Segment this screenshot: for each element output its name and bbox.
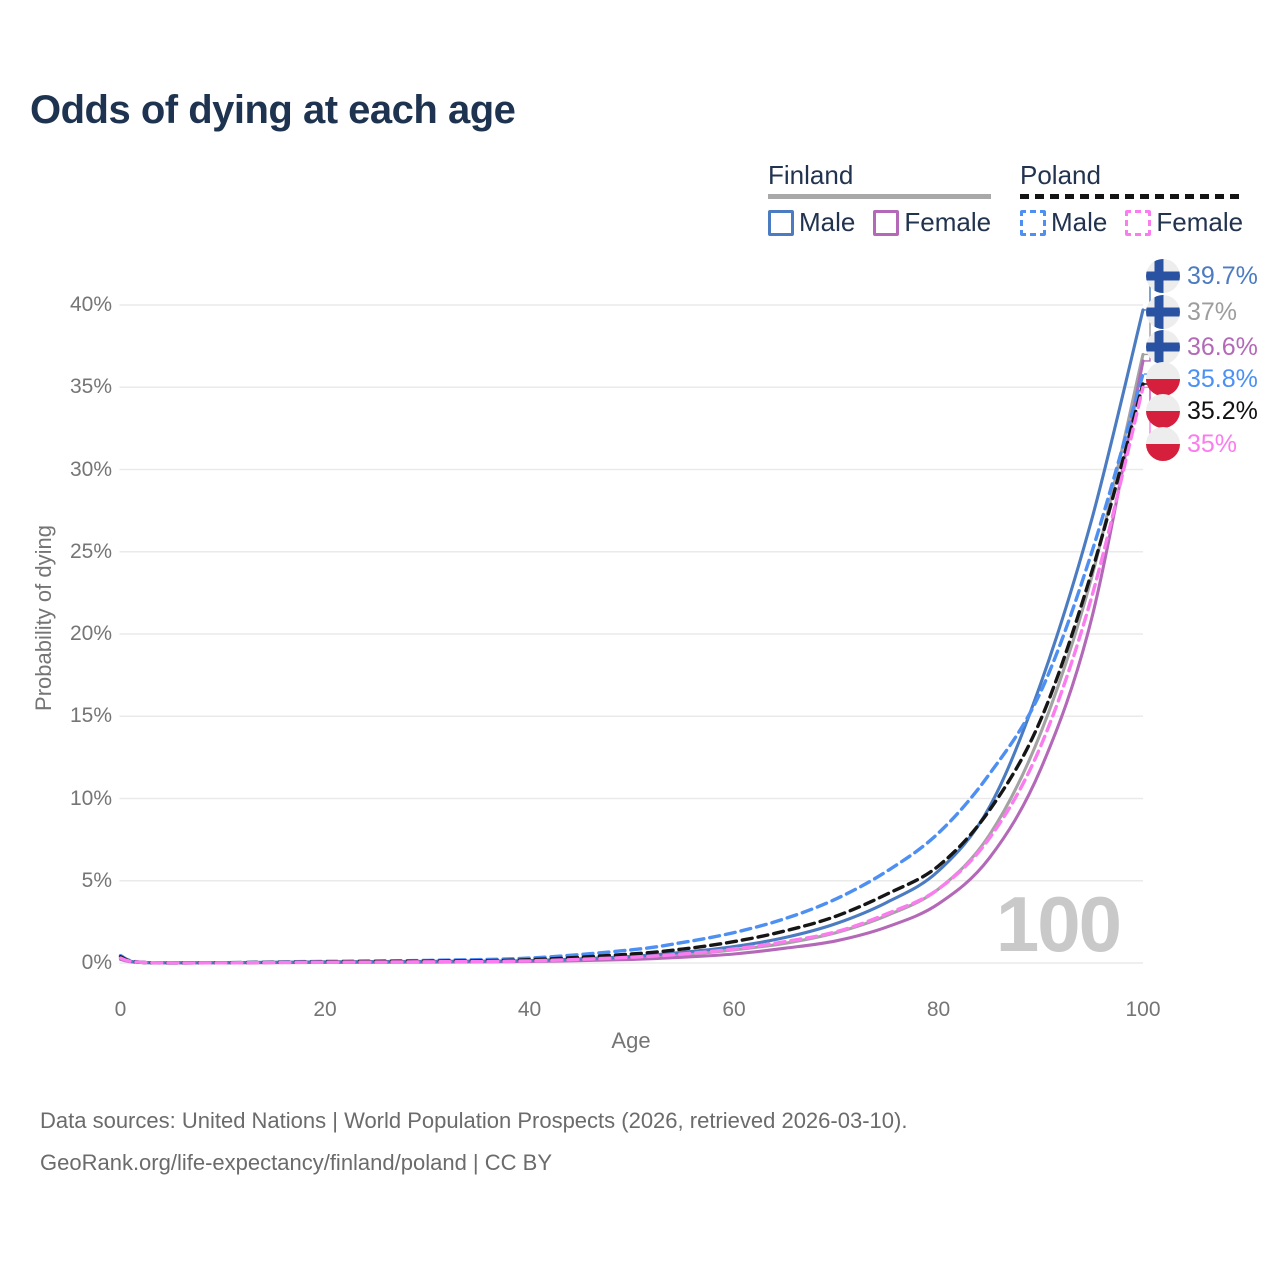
y-tick-label: 20% (69, 622, 112, 645)
poland-flag-icon (1146, 394, 1180, 428)
y-tick-label: 15% (69, 704, 112, 728)
series-line-finland-male (118, 308, 1145, 965)
attribution-line: GeoRank.org/life-expectancy/finland/pola… (40, 1150, 552, 1175)
end-value-finland-male: 39.7% (1187, 261, 1258, 290)
page-title: Odds of dying at each age (30, 88, 516, 132)
legend-finland-male[interactable]: Male (768, 207, 855, 238)
legend-finland-label[interactable]: Finland (768, 160, 854, 190)
end-value-poland-female: 35% (1187, 429, 1238, 458)
series-line-poland-male (118, 372, 1145, 965)
legend-poland-female-label: Female (1156, 207, 1244, 237)
end-label-poland-male: 35.8% (1146, 362, 1258, 396)
end-label-poland-female: 35% (1146, 427, 1237, 461)
gridlines (119, 304, 1143, 964)
end-label-poland-total: 35.2% (1146, 394, 1258, 428)
legend-poland-label[interactable]: Poland (1020, 160, 1101, 190)
y-tick-label: 25% (69, 539, 112, 563)
y-tick-label: 30% (69, 457, 112, 481)
end-value-poland-male: 35.8% (1187, 364, 1258, 393)
legend-poland-male-label: Male (1051, 207, 1108, 237)
data-source-line: Data sources: United Nations | World Pop… (40, 1108, 908, 1133)
x-tick-label: 40 (517, 998, 542, 1021)
legend-finland-female[interactable]: Female (873, 207, 991, 238)
end-value-finland-total: 37% (1187, 297, 1238, 326)
poland-male-swatch-icon (1020, 209, 1046, 236)
y-axis-title: Probability of dying (31, 525, 56, 711)
x-axis-title: Age (611, 1028, 651, 1053)
y-tick-label: 10% (69, 786, 112, 810)
poland-total-line-key (1020, 194, 1244, 199)
legend-poland-female[interactable]: Female (1125, 207, 1243, 238)
series-line-poland-female (118, 385, 1145, 965)
legend-finland-female-label: Female (904, 207, 992, 237)
x-tick-label: 60 (722, 998, 746, 1021)
x-tick-label: 0 (114, 998, 127, 1021)
end-label-finland-total: 37% (1146, 295, 1237, 329)
legend-group-finland: Finland Male Female (768, 160, 992, 238)
poland-female-swatch-icon (1125, 209, 1152, 236)
series-curves (118, 308, 1145, 965)
y-tick-label: 35% (69, 375, 112, 399)
legend-finland-male-label: Male (799, 207, 856, 237)
x-tick-label: 80 (926, 998, 951, 1021)
legend-poland-male[interactable]: Male (1020, 207, 1107, 238)
y-tick-label: 5% (81, 868, 112, 892)
series-line-finland-female (118, 359, 1145, 965)
series-line-poland-both-sexes (118, 382, 1145, 965)
finland-male-swatch-icon (768, 209, 794, 236)
series-line-finland-both-sexes (118, 352, 1145, 965)
finland-flag-icon (1146, 330, 1180, 364)
end-value-poland-total: 35.2% (1187, 396, 1258, 425)
x-tick-label: 20 (313, 998, 337, 1021)
age-watermark: 100 (996, 880, 1120, 968)
end-label-finland-male: 39.7% (1146, 259, 1258, 293)
end-value-finland-female: 36.6% (1187, 332, 1258, 361)
finland-flag-icon (1146, 295, 1180, 329)
finland-flag-icon (1146, 259, 1180, 293)
poland-flag-icon (1146, 427, 1180, 461)
y-tick-label: 0% (81, 951, 112, 974)
y-tick-label: 40% (69, 293, 112, 316)
legend-group-poland: Poland Male Female (1020, 160, 1244, 238)
x-tick-label: 100 (1125, 998, 1161, 1021)
finland-total-line-key (768, 194, 992, 199)
end-label-finland-female: 36.6% (1146, 330, 1258, 364)
poland-flag-icon (1146, 362, 1180, 396)
finland-female-swatch-icon (873, 209, 900, 236)
